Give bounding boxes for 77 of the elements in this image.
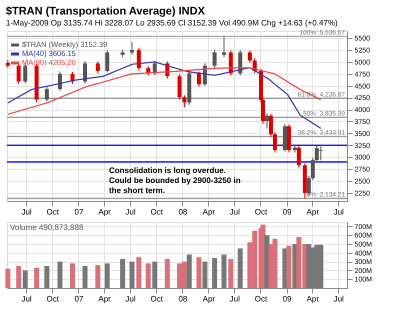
candlestick bbox=[105, 50, 110, 73]
candlestick bbox=[130, 41, 134, 56]
candlestick bbox=[16, 62, 21, 84]
candlestick bbox=[96, 60, 100, 74]
bar bbox=[152, 262, 158, 288]
x-tick-label: 08 bbox=[178, 294, 188, 304]
x-tick-label: Oct bbox=[254, 208, 268, 216]
bar bbox=[136, 257, 142, 288]
x-tick-label: Jul bbox=[21, 208, 32, 216]
bar bbox=[318, 244, 324, 288]
candlestick bbox=[83, 60, 88, 84]
chart-title: Volume 490,873,888 bbox=[10, 223, 84, 232]
candlestick bbox=[178, 74, 182, 100]
bar bbox=[5, 268, 10, 288]
candlestick bbox=[282, 123, 287, 152]
chart-title: $TRAN (Transportation Average) INDX bbox=[6, 5, 206, 18]
x-tick-label: Apr bbox=[202, 208, 216, 216]
candlestick bbox=[196, 70, 201, 88]
bar bbox=[286, 246, 292, 288]
candlestick bbox=[44, 86, 49, 102]
candlestick bbox=[182, 94, 186, 108]
candlestick bbox=[264, 112, 269, 130]
x-tick-label: 07 bbox=[74, 208, 84, 216]
x-tick-label: Apr bbox=[98, 208, 112, 216]
bar bbox=[221, 254, 226, 288]
bar bbox=[34, 268, 40, 288]
x-tick-label: Jul bbox=[230, 294, 240, 304]
x-tick-label: Apr bbox=[202, 294, 216, 304]
bar bbox=[228, 258, 234, 288]
x-tick-label: Jul bbox=[21, 294, 32, 304]
candlestick bbox=[58, 70, 62, 92]
bar bbox=[164, 258, 170, 288]
bar bbox=[177, 263, 182, 288]
x-tick-label: Apr bbox=[306, 294, 320, 304]
candlestick bbox=[248, 50, 252, 64]
x-tick-label: Jul bbox=[334, 208, 344, 216]
bar bbox=[130, 262, 135, 288]
x-tick-label: 07 bbox=[74, 294, 84, 304]
x-tick-label: Jul bbox=[230, 208, 240, 216]
bar bbox=[202, 262, 208, 288]
x-tick-label: Oct bbox=[150, 294, 164, 304]
x-tick-label: 08 bbox=[178, 208, 188, 216]
annotation: Consolidation is long overdue. Could be bounded by 2900-3250 in the short term. bbox=[109, 166, 241, 195]
bar bbox=[95, 265, 100, 288]
candlestick bbox=[286, 124, 291, 153]
line-series bbox=[7, 61, 322, 129]
x-tick-label: 09 bbox=[282, 294, 292, 304]
x-tick-label: Oct bbox=[150, 208, 164, 216]
bar bbox=[212, 258, 218, 288]
bar bbox=[82, 266, 88, 288]
x-tick-label: Apr bbox=[306, 208, 320, 216]
bar bbox=[44, 266, 50, 288]
bar bbox=[196, 257, 202, 288]
bar bbox=[104, 263, 110, 288]
x-tick-label: Jul bbox=[125, 208, 136, 216]
bar bbox=[186, 254, 192, 288]
bar bbox=[16, 266, 22, 288]
candlestick bbox=[212, 50, 217, 68]
x-tick-label: Jul bbox=[334, 294, 344, 304]
chart-subtitle: 1-May-2009 Op 3135.74 Hi 3228.07 Lo 2935.69 Cl 3152.39 Vol 490.9M Chg +14.63 (+0.47%) bbox=[6, 18, 338, 28]
x-tick-label: 09 bbox=[282, 208, 292, 216]
line-series bbox=[7, 67, 322, 115]
bar bbox=[120, 258, 126, 288]
x-tick-label: Apr bbox=[98, 294, 112, 304]
candlestick bbox=[222, 36, 226, 58]
bar bbox=[238, 248, 243, 288]
bar bbox=[70, 263, 75, 288]
x-tick-label: Jul bbox=[125, 294, 136, 304]
bar bbox=[272, 238, 278, 288]
candlestick bbox=[296, 145, 301, 168]
x-tick-label: Oct bbox=[254, 294, 268, 304]
candlestick bbox=[136, 48, 141, 72]
bar bbox=[146, 263, 151, 288]
x-tick-label: Oct bbox=[46, 294, 60, 304]
x-tick-label: Oct bbox=[46, 208, 60, 216]
bar bbox=[22, 270, 28, 288]
bar bbox=[57, 262, 62, 288]
